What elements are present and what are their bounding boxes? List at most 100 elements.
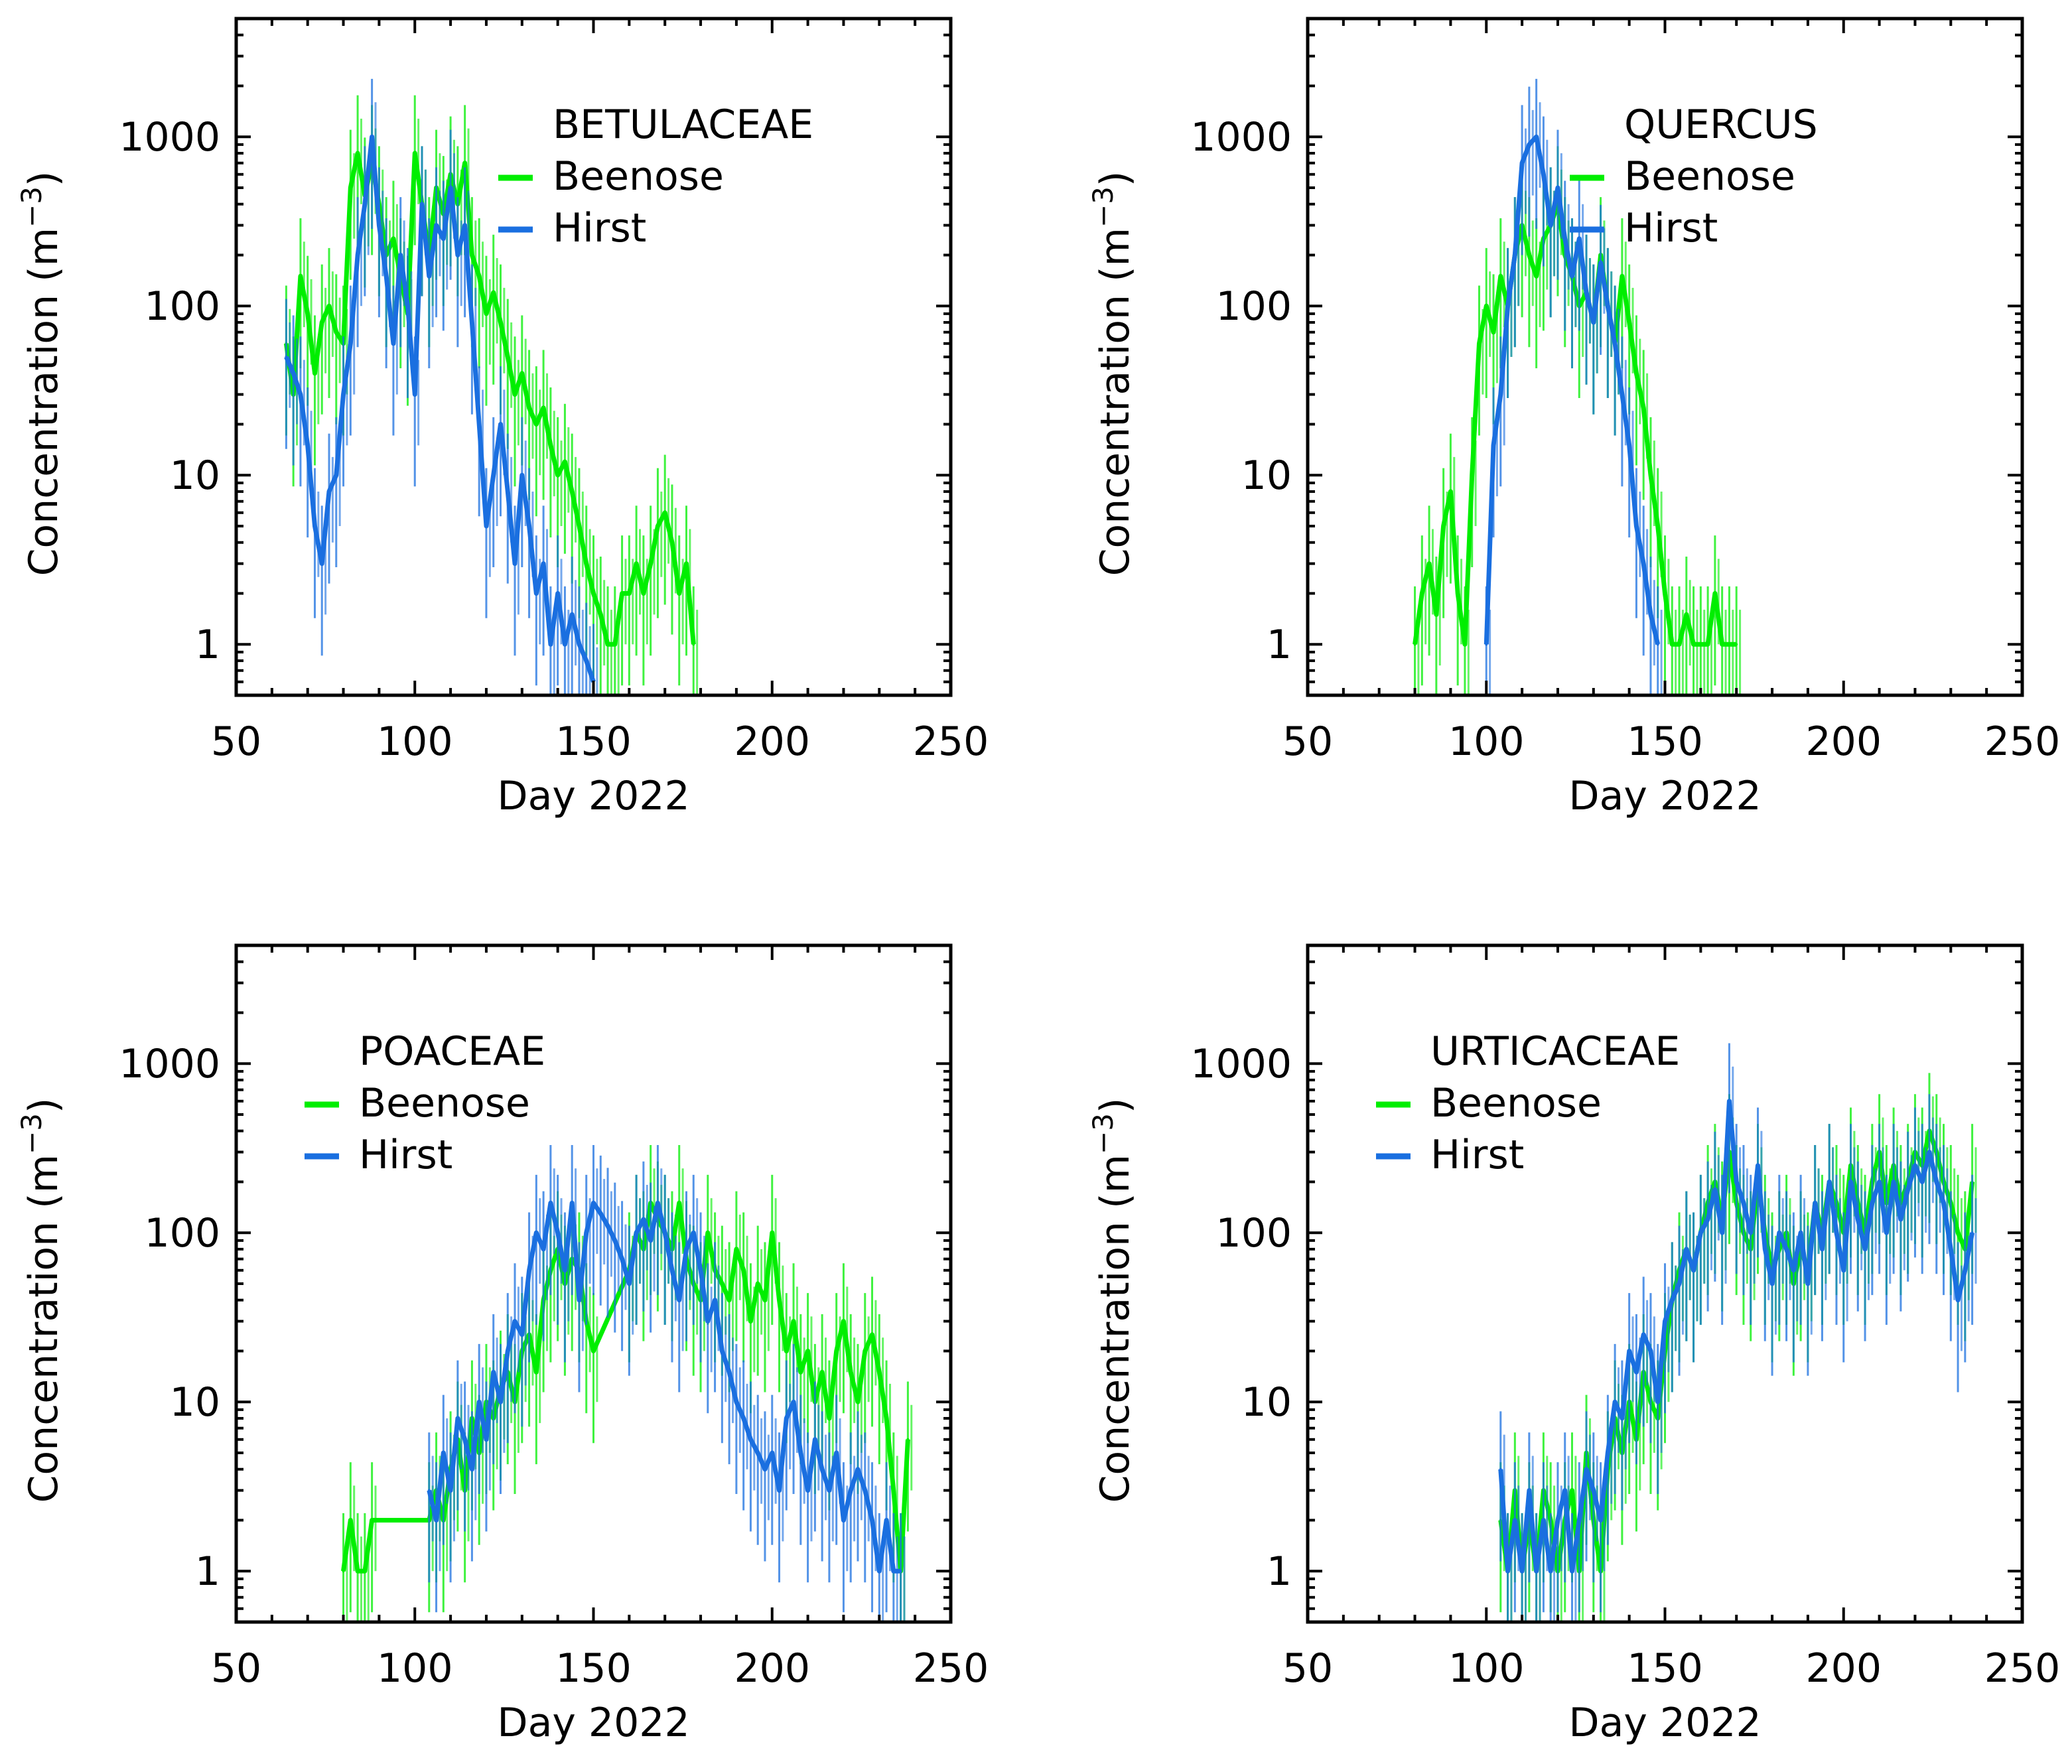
legend-label-beenose: Beenose — [1624, 153, 1795, 200]
legend-title: QUERCUS — [1624, 102, 1818, 148]
data-point — [778, 1298, 781, 1302]
data-point — [1499, 393, 1502, 396]
data-point — [1656, 643, 1659, 646]
data-point — [1578, 1519, 1581, 1522]
data-point — [421, 202, 424, 206]
data-point — [1413, 643, 1416, 646]
data-point — [1792, 1268, 1795, 1272]
data-point — [1957, 1298, 1960, 1302]
data-point — [1728, 1099, 1731, 1103]
data-point — [827, 1416, 831, 1420]
data-point — [721, 1349, 724, 1353]
data-point — [1506, 1570, 1509, 1573]
data-point — [577, 1298, 581, 1302]
data-point — [1556, 1519, 1559, 1522]
data-point — [520, 372, 523, 375]
data-point — [821, 1467, 824, 1471]
data-point — [370, 1519, 374, 1522]
data-point — [899, 1570, 902, 1573]
data-point — [677, 1201, 681, 1205]
data-point — [1535, 1570, 1538, 1573]
data-point — [606, 1224, 610, 1227]
data-point — [342, 393, 345, 396]
data-point — [1478, 342, 1481, 345]
data-point — [827, 1489, 831, 1492]
data-point — [399, 253, 402, 257]
data-point — [556, 592, 559, 595]
data-point — [549, 643, 552, 646]
data-point — [1921, 1180, 1924, 1184]
y-tick-label: 10 — [170, 1379, 220, 1426]
data-point — [1771, 1282, 1774, 1285]
legend-label-beenose: Beenose — [553, 153, 724, 200]
data-point — [806, 1349, 809, 1353]
data-point — [456, 1416, 459, 1420]
data-point — [1813, 1201, 1817, 1205]
data-point — [1492, 330, 1495, 334]
series-hirst — [427, 1145, 906, 1622]
data-point — [1614, 1400, 1617, 1404]
data-point — [1656, 1400, 1659, 1404]
data-point — [542, 406, 545, 409]
y-axis-title-close: ) — [1092, 1098, 1139, 1113]
data-point — [299, 393, 302, 396]
data-point — [1856, 1218, 1860, 1221]
data-point — [1492, 444, 1495, 447]
data-point — [1870, 1201, 1874, 1205]
data-point — [1627, 320, 1631, 324]
data-point — [670, 541, 673, 544]
data-point — [628, 592, 631, 595]
y-tick-label: 100 — [1215, 283, 1292, 330]
data-point — [863, 1489, 866, 1492]
data-point — [328, 305, 331, 308]
data-point — [499, 320, 502, 324]
data-point — [563, 460, 567, 464]
data-point — [556, 1231, 559, 1235]
data-point — [1627, 444, 1631, 447]
y-tick-label: 1000 — [1190, 1041, 1292, 1087]
data-point — [649, 562, 652, 565]
data-point — [1663, 1320, 1667, 1323]
data-point — [856, 1400, 859, 1404]
data-point — [1449, 490, 1452, 493]
series-hirst — [284, 78, 598, 695]
y-tick-label: 1000 — [1190, 114, 1292, 161]
data-point — [1499, 1467, 1502, 1471]
data-point — [585, 562, 588, 565]
legend: BETULACEAE Beenose Hirst — [498, 102, 813, 251]
data-point — [1935, 1180, 1938, 1184]
x-tick-label: 50 — [211, 1645, 261, 1692]
data-point — [349, 186, 352, 189]
data-point — [742, 1268, 745, 1272]
data-point — [391, 237, 395, 240]
y-tick-label: 10 — [170, 452, 220, 499]
data-point — [763, 1467, 766, 1471]
data-point — [721, 1282, 724, 1285]
legend-title: POACEAE — [359, 1028, 545, 1075]
data-point — [770, 1452, 774, 1454]
data-point — [427, 1489, 431, 1492]
data-point — [1570, 1489, 1574, 1492]
x-axis-title: Day 2022 — [1568, 1700, 1761, 1746]
data-point — [1578, 237, 1581, 240]
data-point — [1828, 1180, 1831, 1184]
x-axis-title: Day 2022 — [497, 773, 689, 819]
data-point — [592, 1349, 595, 1353]
legend: URTICACEAE Beenose Hirst — [1376, 1028, 1680, 1178]
data-point — [1570, 1570, 1574, 1573]
data-point — [542, 1247, 545, 1251]
data-point — [1927, 1150, 1931, 1154]
data-point — [885, 1519, 888, 1522]
data-point — [1885, 1231, 1888, 1235]
y-tick-label: 1 — [1267, 622, 1292, 668]
data-point — [1542, 172, 1545, 176]
data-point — [1585, 1467, 1588, 1471]
data-point — [1656, 525, 1659, 527]
data-point — [1606, 1452, 1610, 1454]
data-point — [763, 1298, 766, 1302]
data-point — [813, 1438, 817, 1441]
data-point — [342, 1570, 345, 1573]
data-point — [1699, 643, 1702, 646]
data-point — [1620, 275, 1623, 278]
data-point — [1821, 1247, 1824, 1251]
